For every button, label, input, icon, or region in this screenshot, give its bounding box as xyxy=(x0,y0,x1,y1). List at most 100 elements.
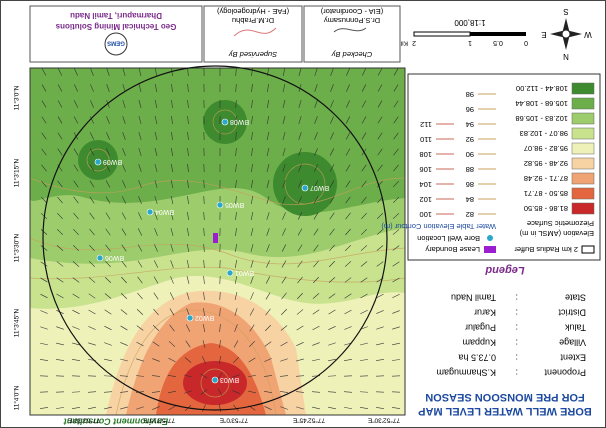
flow-arrow xyxy=(122,180,126,188)
lease-boundary xyxy=(213,233,218,243)
flow-arrow xyxy=(119,375,129,377)
flow-arrow xyxy=(106,132,110,140)
flow-arrow xyxy=(184,390,192,394)
flow-arrow xyxy=(330,84,334,92)
flow-arrow xyxy=(234,308,238,316)
flow-arrow xyxy=(202,340,206,348)
flow-arrow xyxy=(138,196,142,204)
flow-arrow xyxy=(312,325,320,331)
class-swatch xyxy=(571,142,595,155)
flow-arrow xyxy=(39,407,49,409)
flow-arrow xyxy=(235,260,237,268)
flow-arrow xyxy=(152,391,160,393)
flow-arrow xyxy=(235,115,237,125)
flow-arrow xyxy=(72,277,80,283)
flow-arrow xyxy=(235,68,237,77)
flow-arrow xyxy=(296,342,304,346)
flow-arrow xyxy=(282,132,286,140)
class-label: 102.83 - 105.68 xyxy=(515,114,568,123)
flow-arrow xyxy=(376,342,384,346)
flow-arrow xyxy=(57,116,63,124)
flow-arrow xyxy=(248,390,256,394)
flow-arrow xyxy=(203,291,205,301)
flow-arrow xyxy=(154,132,158,140)
flow-arrow xyxy=(105,196,111,204)
flow-arrow xyxy=(120,293,128,299)
flow-arrow xyxy=(295,391,305,393)
flow-arrow xyxy=(122,84,126,92)
flow-arrow xyxy=(362,68,366,76)
flow-arrow xyxy=(57,148,63,156)
flow-arrow xyxy=(297,228,303,236)
flow-arrow xyxy=(392,326,400,330)
latitude-label: 11°3'0"N xyxy=(13,85,21,110)
flow-arrow xyxy=(280,341,288,347)
flow-arrow xyxy=(251,83,253,93)
legend-label: Piezometric Surface xyxy=(527,219,594,228)
info-text: Village xyxy=(559,338,586,348)
flow-arrow xyxy=(266,132,270,140)
flow-arrow xyxy=(346,68,350,76)
flow-arrow xyxy=(296,358,304,362)
flow-arrow xyxy=(187,163,189,173)
flow-arrow xyxy=(105,164,111,172)
flow-arrow xyxy=(328,326,336,330)
flow-arrow xyxy=(392,277,400,283)
flow-arrow xyxy=(186,276,190,284)
flow-arrow xyxy=(41,100,47,108)
flow-arrow xyxy=(235,163,237,173)
flow-arrow xyxy=(297,212,303,220)
info-text: 0.73.5 ha xyxy=(458,353,496,363)
flow-arrow xyxy=(137,228,143,236)
flow-arrow xyxy=(282,228,286,236)
flow-arrow xyxy=(104,325,112,331)
flow-arrow xyxy=(249,340,255,348)
flow-arrow xyxy=(217,372,223,380)
flow-arrow xyxy=(154,196,158,204)
contour-label: 104 xyxy=(419,180,432,189)
flow-arrow xyxy=(56,261,64,267)
flow-arrow xyxy=(250,180,254,188)
flow-arrow xyxy=(87,391,97,393)
north-label: S xyxy=(563,7,568,16)
flow-arrow xyxy=(345,228,351,236)
flow-arrow xyxy=(235,179,237,189)
flow-arrow xyxy=(234,324,238,332)
flow-arrow xyxy=(219,339,221,349)
bore-well xyxy=(96,254,104,262)
flow-arrow xyxy=(313,212,319,220)
flow-arrow xyxy=(203,275,205,285)
flow-arrow xyxy=(266,116,270,124)
flow-arrow xyxy=(89,244,95,252)
latitude-label: 11°3'15"N xyxy=(13,158,21,187)
flow-arrow xyxy=(281,292,287,300)
scale-bar xyxy=(413,31,471,37)
flow-arrow xyxy=(263,375,273,377)
flow-arrow xyxy=(154,84,158,92)
flow-arrow xyxy=(122,68,126,76)
flow-arrow xyxy=(57,100,63,108)
contour-label: 112 xyxy=(420,120,432,129)
flow-arrow xyxy=(186,292,190,300)
flow-arrow xyxy=(73,212,79,220)
flow-arrow xyxy=(393,148,399,156)
contour-label: 94 xyxy=(466,120,474,129)
flow-arrow xyxy=(328,260,336,268)
well-swatch xyxy=(487,235,493,241)
flow-arrow xyxy=(138,212,142,220)
flow-arrow xyxy=(89,228,95,236)
flow-arrow xyxy=(391,359,401,361)
flow-arrow xyxy=(122,132,126,140)
flow-arrow xyxy=(282,180,286,188)
flow-arrow xyxy=(187,115,189,125)
flow-arrow xyxy=(106,68,110,76)
flow-arrow xyxy=(360,310,368,314)
flow-arrow xyxy=(360,359,368,361)
flow-arrow xyxy=(154,212,158,220)
flow-arrow xyxy=(376,310,384,314)
info-text: : xyxy=(515,353,518,363)
flow-arrow xyxy=(345,132,351,140)
flow-arrow xyxy=(265,292,271,300)
flow-arrow xyxy=(119,391,129,393)
flow-arrow xyxy=(121,244,127,252)
